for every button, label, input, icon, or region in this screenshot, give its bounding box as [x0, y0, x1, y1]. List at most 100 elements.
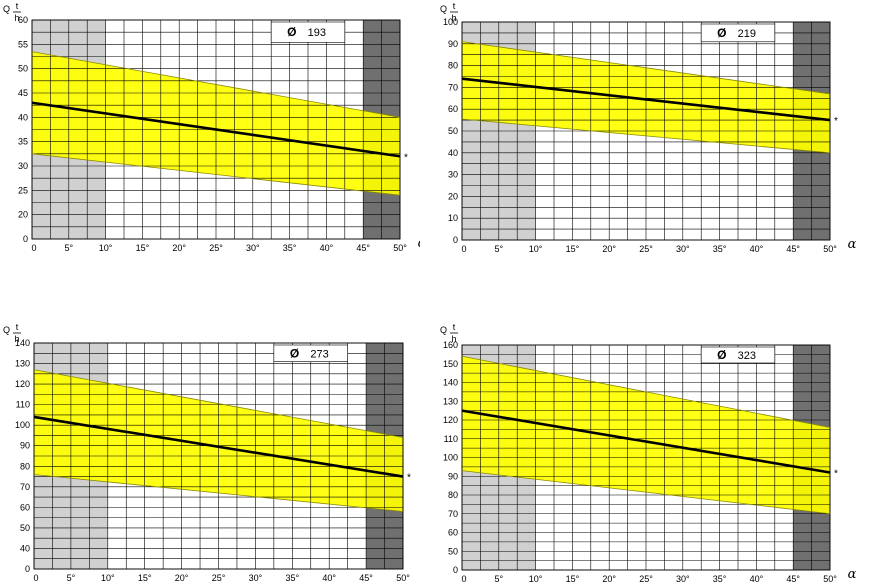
x-tick-label: 50°	[396, 573, 410, 583]
y-tick-label: 30	[448, 170, 458, 180]
plot-frame	[31, 19, 401, 240]
x-axis-label: α	[848, 237, 857, 252]
y-tick-label: 50	[18, 64, 28, 74]
y-axis-unit-numerator: t	[16, 322, 19, 332]
x-tick-label: 10°	[101, 573, 115, 583]
chart-diameter-273: * 140 130 120 110 100 90 80 70 60 50 40 00 5° 10° 15° 20…	[3, 322, 411, 583]
x-tick-label: 45°	[359, 573, 373, 583]
diameter-value: 219	[738, 28, 756, 40]
diameter-symbol: Ø	[287, 25, 296, 39]
y-tick-label: 130	[443, 396, 458, 406]
y-tick-label: 45	[18, 88, 28, 98]
y-tick-label: 70	[20, 482, 30, 492]
y-tick-label: 40	[20, 543, 30, 553]
series-nominal-line	[461, 77, 831, 122]
x-axis-label: α	[418, 236, 420, 251]
y-tick-label: 120	[15, 379, 30, 389]
y-tick-label: 60	[448, 104, 458, 114]
y-tick-label: 60	[448, 528, 458, 538]
y-tick-label: 130	[15, 359, 30, 369]
y-tick-label: 50	[448, 126, 458, 136]
x-tick-label: 50°	[823, 244, 837, 254]
diameter-label-box	[270, 21, 346, 43]
y-tick-label: 30	[18, 161, 28, 171]
series-upper-line	[31, 51, 401, 118]
x-tick-label: 40°	[322, 573, 336, 583]
x-tick-label: 30°	[249, 573, 263, 583]
y-tick-label-origin: 0	[25, 564, 30, 574]
x-tick-label: 45°	[786, 574, 800, 584]
diameter-value: 193	[308, 27, 326, 39]
chart-diameter-193: * 60 55 50 45 40 35 30 25 20 00 5° 10° 15° 20° 25° 30° 35…	[3, 1, 420, 253]
series-lower-line	[33, 474, 404, 512]
y-tick-label: 35	[18, 137, 28, 147]
y-axis-unit-numerator: t	[453, 1, 456, 11]
diameter-symbol: Ø	[717, 348, 726, 362]
y-axis-label: Q	[440, 4, 447, 14]
x-tick-label: 15°	[136, 243, 150, 253]
x-tick-label: 5°	[64, 243, 73, 253]
x-tick-label: 30°	[676, 244, 690, 254]
x-tick-label-origin: 0	[461, 244, 466, 254]
x-axis-label: α	[848, 567, 857, 582]
series-lower-line	[461, 118, 831, 154]
y-axis-unit-denominator: h	[14, 13, 19, 23]
series-nominal-line	[31, 101, 401, 158]
y-tick-label: 110	[444, 434, 458, 444]
y-axis-unit-denominator: h	[451, 334, 456, 344]
x-tick-label: 20°	[602, 574, 616, 584]
diameter-label-box	[273, 344, 348, 362]
x-tick-label: 40°	[320, 243, 334, 253]
x-tick-label: 20°	[172, 243, 186, 253]
x-tick-label: 50°	[393, 243, 407, 253]
y-tick-label: 100	[443, 453, 458, 463]
y-tick-label: 40	[448, 148, 458, 158]
series-upper-line	[33, 369, 404, 438]
x-tick-label: 45°	[356, 243, 370, 253]
y-tick-label: 80	[20, 461, 30, 471]
nominal-end-marker: *	[404, 152, 408, 163]
x-tick-label: 20°	[602, 244, 616, 254]
nominal-end-marker: *	[834, 116, 838, 127]
diameter-symbol: Ø	[717, 26, 726, 40]
x-tick-label: 15°	[566, 244, 580, 254]
x-tick-label: 35°	[285, 573, 299, 583]
plot-frame	[33, 342, 404, 570]
series-upper-line	[461, 41, 831, 95]
y-axis-label: Q	[3, 325, 10, 335]
y-tick-label: 60	[20, 502, 30, 512]
series-lower-line	[461, 470, 831, 515]
y-tick-label: 55	[18, 39, 28, 49]
y-tick-label-origin: 0	[453, 565, 458, 575]
y-tick-label: 140	[443, 378, 458, 388]
x-tick-label: 10°	[99, 243, 113, 253]
x-tick-label: 15°	[566, 574, 580, 584]
y-tick-label: 100	[443, 17, 458, 27]
y-tick-label: 40	[18, 112, 28, 122]
x-tick-label-origin: 0	[31, 243, 36, 253]
y-tick-label: 20	[448, 191, 458, 201]
diameter-value: 323	[738, 350, 756, 362]
x-tick-label: 5°	[67, 573, 76, 583]
y-tick-label: 60	[18, 15, 28, 25]
x-tick-label: 25°	[639, 574, 653, 584]
chart-diameter-323: * 160 150 140 130 120 110 100 90 80 70 60 50 00 5° 10° 1…	[440, 322, 857, 584]
y-tick-label: 160	[443, 340, 458, 350]
diameter-label-box	[700, 346, 776, 364]
y-tick-label: 20	[18, 210, 28, 220]
y-tick-label: 150	[443, 359, 458, 369]
x-tick-label: 30°	[676, 574, 690, 584]
y-tick-label: 70	[448, 509, 458, 519]
y-tick-label: 110	[16, 400, 30, 410]
series-nominal-line	[33, 415, 404, 478]
x-tick-label-origin: 0	[461, 574, 466, 584]
x-tick-label: 25°	[209, 243, 223, 253]
y-axis-unit-denominator: h	[14, 334, 19, 344]
diameter-value: 273	[310, 348, 328, 360]
y-tick-label: 120	[443, 415, 458, 425]
x-tick-label: 10°	[529, 244, 543, 254]
diameter-symbol: Ø	[290, 346, 299, 360]
y-tick-label: 90	[448, 471, 458, 481]
y-tick-label: 25	[18, 185, 28, 195]
